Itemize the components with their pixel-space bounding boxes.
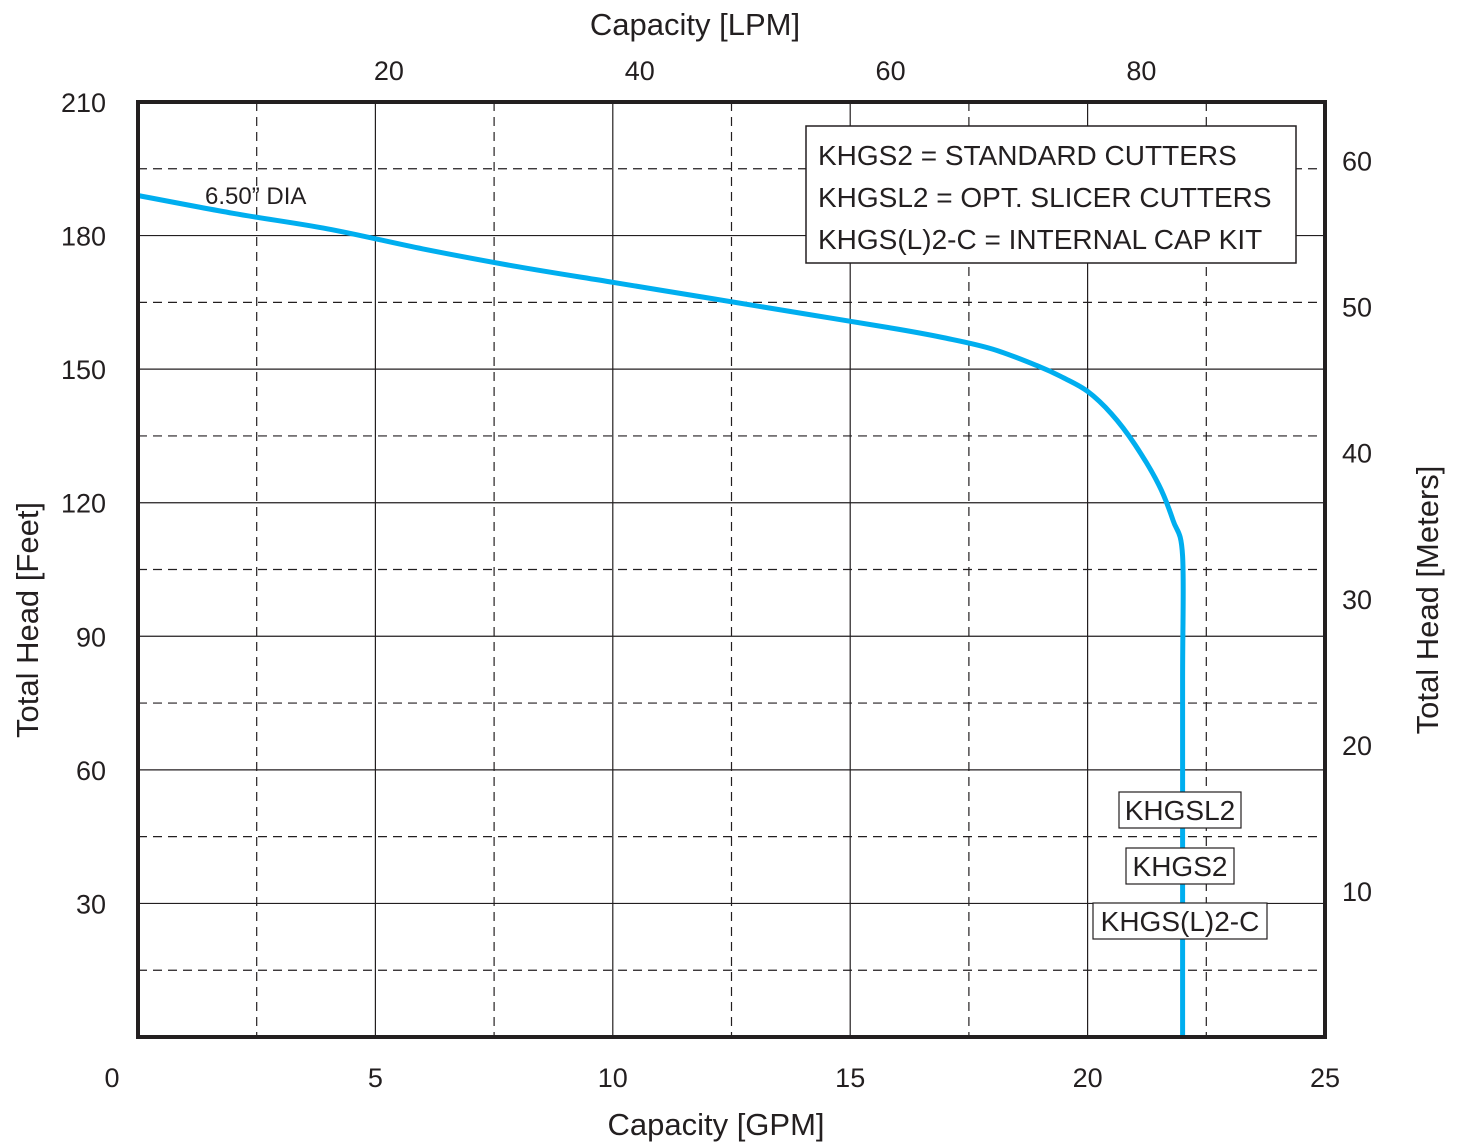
model-tag: KHGSL2 xyxy=(1118,791,1242,829)
series-line xyxy=(137,193,1186,1037)
x-tick-label: 20 xyxy=(1073,1063,1103,1093)
x-tick-label: 15 xyxy=(835,1063,865,1093)
x2-tick-label: 80 xyxy=(1126,56,1156,86)
legend-entry: KHGSL2 = OPT. SLICER CUTTERS xyxy=(818,182,1272,213)
y2-axis-title: Total Head [Meters] xyxy=(1410,466,1445,735)
performance-curves xyxy=(137,193,1186,1037)
y2-tick-label: 60 xyxy=(1342,147,1372,177)
x2-tick-label: 40 xyxy=(625,56,655,86)
x2-axis-title: Capacity [LPM] xyxy=(590,7,800,42)
model-tag-label: KHGSL2 xyxy=(1125,795,1236,826)
model-tag: KHGS2 xyxy=(1125,847,1235,885)
x2-tick-label: 20 xyxy=(374,56,404,86)
y2-tick-label: 40 xyxy=(1342,439,1372,469)
y-tick-label: 150 xyxy=(61,355,106,385)
model-tag-frame xyxy=(1092,902,1268,940)
legend-entry: KHGS2 = STANDARD CUTTERS xyxy=(818,140,1237,171)
model-tag-frame xyxy=(1125,847,1235,885)
legend-box: KHGS2 = STANDARD CUTTERS KHGSL2 = OPT. S… xyxy=(805,125,1297,264)
y-tick-label: 210 xyxy=(61,88,106,118)
y2-tick-label: 50 xyxy=(1342,293,1372,323)
plot-frame xyxy=(136,100,1327,1039)
legend-frame xyxy=(805,125,1297,264)
y2-tick-label: 30 xyxy=(1342,585,1372,615)
y-tick-label: 60 xyxy=(76,756,106,786)
x-tick-label: 10 xyxy=(598,1063,628,1093)
y-axis-title: Total Head [Feet] xyxy=(10,502,45,738)
model-tag-label: KHGS(L)2-C xyxy=(1101,906,1260,937)
y-tick-label: 180 xyxy=(61,222,106,252)
model-tag-label: KHGS2 xyxy=(1133,851,1228,882)
x-axis-title: Capacity [GPM] xyxy=(607,1107,824,1142)
legend-entry: KHGS(L)2-C = INTERNAL CAP KIT xyxy=(818,224,1262,255)
y2-tick-label: 20 xyxy=(1342,731,1372,761)
x2-tick-label: 60 xyxy=(876,56,906,86)
y2-tick-label: 10 xyxy=(1342,877,1372,907)
model-tag-frame xyxy=(1118,791,1242,829)
tick-labels: 0 5 10 15 20 25 20 40 60 80 30 60 90 120 150 180 210 10 20… xyxy=(61,56,1372,1093)
y-tick-label: 90 xyxy=(76,622,106,652)
y-tick-label: 120 xyxy=(61,489,106,519)
y-tick-label: 30 xyxy=(76,889,106,919)
x-tick-label: 0 xyxy=(104,1063,119,1093)
curve-label: 6.50” DIA xyxy=(205,183,306,210)
x-tick-label: 25 xyxy=(1310,1063,1340,1093)
x-tick-label: 5 xyxy=(368,1063,383,1093)
model-tag: KHGS(L)2-C xyxy=(1092,902,1268,940)
